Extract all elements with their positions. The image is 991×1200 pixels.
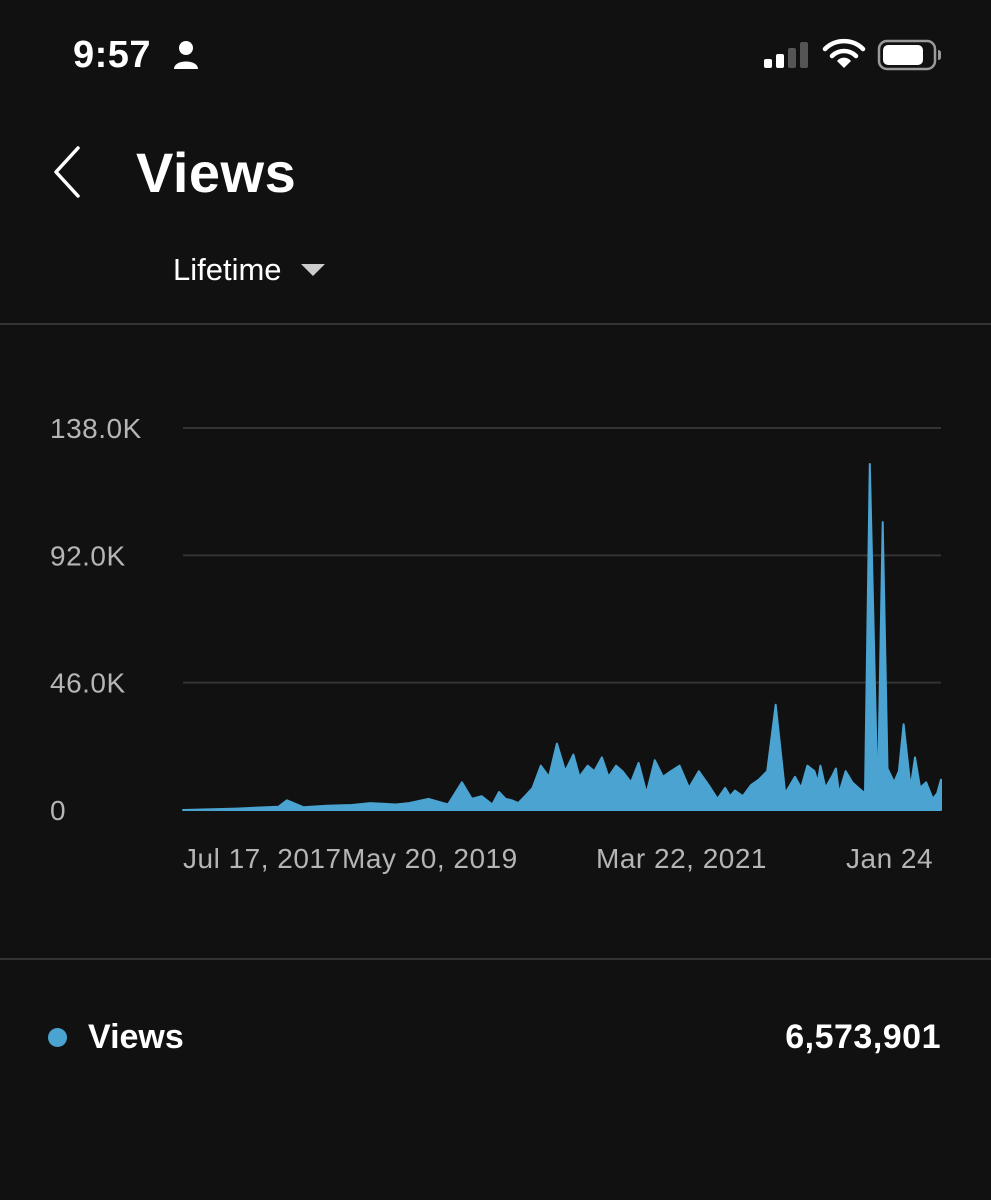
status-time: 9:57 [73, 34, 152, 76]
chevron-left-icon[interactable] [44, 140, 94, 204]
caret-down-icon [300, 264, 325, 276]
y-tick-label: 0 [50, 795, 66, 826]
battery-icon [877, 39, 941, 71]
y-tick-label: 46.0K [50, 668, 126, 699]
x-tick-label: Jan 24 [846, 843, 933, 874]
views-total: 6,573,901 [785, 1018, 941, 1056]
y-tick-label: 138.0K [50, 413, 142, 444]
person-icon [174, 41, 198, 69]
page-title: Views [136, 141, 297, 204]
x-tick-label: May 20, 2019 [342, 843, 518, 874]
date-range-dropdown[interactable]: Lifetime [173, 248, 326, 292]
x-tick-label: Jul 17, 2017 [183, 843, 342, 874]
header-divider [0, 323, 991, 325]
x-tick-label: Mar 22, 2021 [596, 843, 767, 874]
cellular-signal-icon [764, 42, 808, 68]
views-chart: 0 46.0K 92.0K 138.0K Jul 17, 2017 May 20, 201… [50, 413, 942, 874]
chart-divider [0, 958, 991, 960]
legend-color-dot [48, 1028, 67, 1047]
status-bar: 9:57 [0, 0, 991, 110]
views-series-area [182, 463, 942, 811]
wifi-icon [822, 38, 866, 68]
legend-label: Views [88, 1018, 184, 1056]
y-tick-label: 92.0K [50, 540, 126, 571]
date-range-label: Lifetime [173, 252, 282, 287]
